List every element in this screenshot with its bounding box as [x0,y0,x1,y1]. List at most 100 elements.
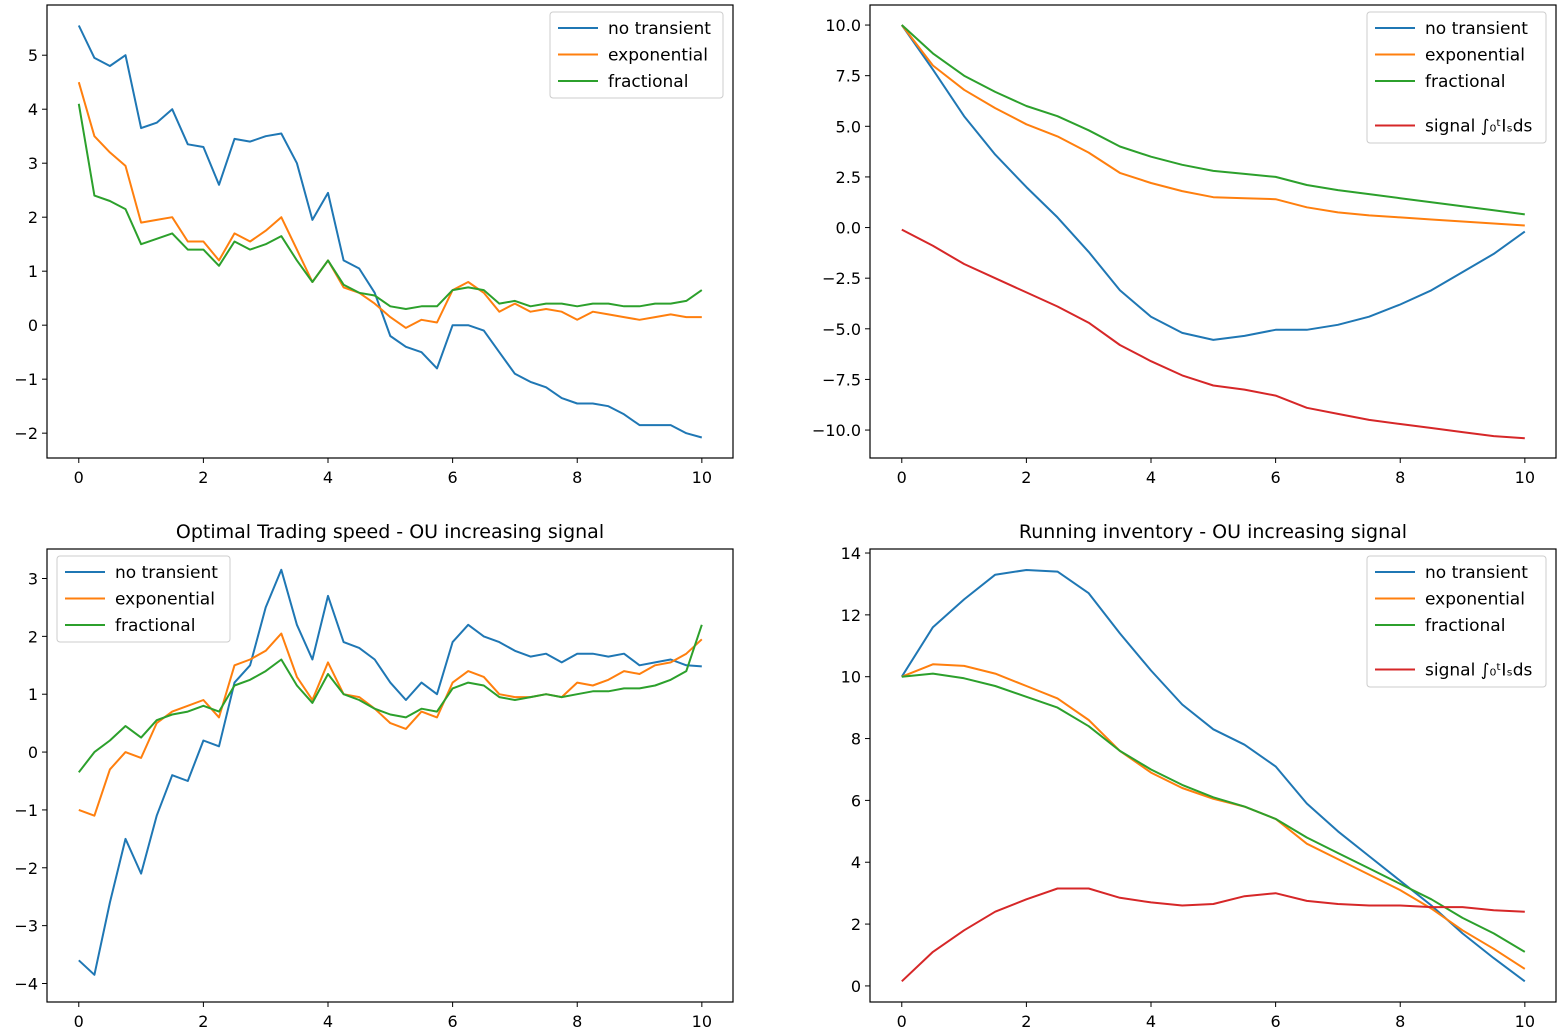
x-tick-label: 2 [1021,468,1031,487]
x-tick-label: 4 [1146,1012,1156,1031]
subplot-3: Optimal Trading speed - OU increasing si… [14,521,734,1031]
y-tick-label: 2 [28,208,38,227]
legend-label: fractional [1425,72,1505,92]
y-tick-label: 1 [28,262,38,281]
x-tick-label: 4 [323,1012,333,1031]
y-tick-label: 6 [851,791,861,810]
series-line-fractional [901,672,1526,953]
legend-label: fractional [115,616,195,636]
y-tick-label: −2 [14,859,38,878]
x-tick-label: 4 [323,468,333,487]
series-line-no-transient [900,569,1526,983]
legend-label: fractional [1425,616,1505,636]
x-tick-label: 10 [692,468,712,487]
legend-label: no transient [1425,19,1528,39]
y-tick-label: 10 [841,668,861,687]
subplot-2: 0 2 4 6 8 10 −10.0 −7.5 −5.0 −2.5 0.0 2.5 5.0 7.5 10.0… [812,4,1557,487]
legend-label: signal ∫₀ᵗIₛds [1425,117,1533,137]
x-tick-label: 0 [897,1012,907,1031]
legend-box [56,555,231,643]
axes-frame [869,4,1557,459]
y-tick-label: 0.0 [836,219,861,238]
y-tick-label: 0 [28,743,38,762]
x-tick-label: 8 [572,468,582,487]
legend-label: fractional [608,72,688,92]
series-line-exponential [901,24,1525,227]
series-line-no-transient [78,568,702,976]
y-tick-label: −10.0 [812,421,861,440]
y-tick-label: 4 [28,100,38,119]
legend: no transient exponential fractional [56,555,231,643]
y-tick-label: 2 [28,627,38,646]
legend: no transient exponential fractional signal … [1366,555,1547,688]
x-tick-label: 8 [572,1012,582,1031]
y-tick-label: 4 [851,853,861,872]
y-tick-label: −4 [14,974,38,993]
x-tick-label: 10 [1515,468,1535,487]
legend-label: exponential [1425,46,1525,66]
legend-label: exponential [608,46,708,66]
legend: no transient exponential fractional signal … [1366,11,1547,144]
legend-box [1366,555,1547,688]
x-tick-label: 8 [1395,468,1405,487]
series-line-fractional [77,103,703,310]
y-tick-label: −1 [14,801,38,820]
y-tick-label: −2 [14,424,38,443]
legend-label: exponential [1425,590,1525,610]
y-tick-label: 12 [841,606,861,625]
x-tick-label: 2 [1021,1012,1031,1031]
y-tick-label: 1 [28,685,38,704]
x-tick-label: 4 [1146,468,1156,487]
subplot-1: 0 2 4 6 8 10 −2 −1 0 1 2 3 4 5 no transient exponential… [14,4,734,487]
series-line-exponential [78,632,703,817]
series-line-signal-i-ds [901,887,1525,983]
series-line-no-transient [77,25,703,439]
x-tick-label: 6 [1271,468,1281,487]
series-line-exponential [77,81,702,329]
series-line-exponential [901,663,1526,970]
y-tick-label: 10.0 [825,16,861,35]
y-tick-label: −1 [14,370,38,389]
legend-label: no transient [115,563,218,583]
series-line-fractional [901,24,1525,216]
legend-label: exponential [115,590,215,610]
x-tick-label: 2 [198,1012,208,1031]
y-tick-label: 0 [851,977,861,996]
y-tick-label: 2 [851,915,861,934]
x-tick-label: 6 [448,1012,458,1031]
y-tick-label: 5.0 [836,117,861,136]
y-tick-label: −7.5 [822,370,861,389]
x-tick-label: 0 [74,468,84,487]
subplot-title: Optimal Trading speed - OU increasing si… [176,521,604,543]
y-tick-label: 2.5 [836,168,861,187]
y-tick-label: 8 [851,730,861,749]
subplot-4: Running inventory - OU increasing signal… [841,521,1557,1031]
y-tick-label: 5 [28,46,38,65]
x-tick-label: 10 [692,1012,712,1031]
y-tick-label: 3 [28,154,38,173]
x-tick-label: 0 [897,468,907,487]
x-tick-label: 6 [1271,1012,1281,1031]
axes-frame [46,4,734,459]
legend-label: no transient [608,19,711,39]
y-tick-label: −3 [14,917,38,936]
legend: no transient exponential fractional [549,11,724,99]
legend-box [549,11,724,99]
series-line-signal-i-ds [901,228,1525,440]
x-tick-label: 0 [74,1012,84,1031]
x-tick-label: 6 [448,468,458,487]
series-line-no-transient [900,24,1526,341]
legend-label: no transient [1425,563,1528,583]
y-tick-label: 14 [841,544,861,563]
subplot-title: Running inventory - OU increasing signal [1019,521,1407,543]
y-tick-label: 3 [28,570,38,589]
y-tick-label: −2.5 [822,269,861,288]
y-tick-label: 0 [28,316,38,335]
x-tick-label: 2 [198,468,208,487]
x-tick-label: 8 [1395,1012,1405,1031]
axes-frame [46,548,734,1003]
legend-box [1366,11,1547,144]
y-tick-label: 7.5 [836,67,861,86]
series-line-fractional [78,624,703,773]
